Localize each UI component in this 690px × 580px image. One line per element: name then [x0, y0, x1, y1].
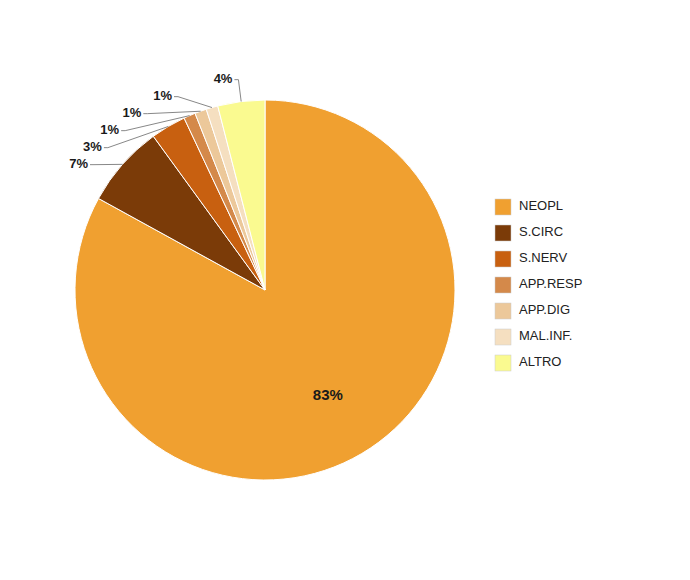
legend-item: S.CIRC	[495, 224, 563, 241]
legend: NEOPL S.CIRC S.NERV APP.RESP APP.DIG MAL.INF.…	[495, 198, 582, 371]
leader-line	[234, 80, 241, 102]
legend-label: APP.RESP	[519, 276, 582, 291]
pie	[75, 100, 455, 480]
legend-item: NEOPL	[495, 198, 563, 215]
chart: 83% 7% 3% 1% 1% 1% 4% NEOPL S.CIRC S.NERV APP.RESP…	[0, 0, 690, 580]
data-label: 83%	[313, 386, 343, 403]
legend-swatch	[495, 251, 511, 267]
leader-line	[174, 97, 212, 108]
pie-slice	[75, 100, 455, 480]
data-label: 3%	[83, 139, 102, 154]
data-label: 1%	[153, 88, 172, 103]
legend-label: NEOPL	[519, 198, 563, 213]
leader-line	[143, 111, 200, 113]
legend-label: MAL.INF.	[519, 328, 572, 343]
data-label: 1%	[100, 122, 119, 137]
data-labels: 83% 7% 3% 1% 1% 1% 4%	[69, 71, 343, 403]
pie-slice	[218, 100, 265, 290]
legend-label: S.NERV	[519, 250, 567, 265]
legend-item: ALTRO	[495, 354, 561, 371]
legend-item: MAL.INF.	[495, 328, 572, 345]
legend-swatch	[495, 303, 511, 319]
legend-swatch	[495, 199, 511, 215]
legend-item: APP.DIG	[495, 302, 570, 319]
data-label: 4%	[214, 71, 233, 86]
data-label: 7%	[69, 156, 88, 171]
legend-label: ALTRO	[519, 354, 561, 369]
legend-label: S.CIRC	[519, 224, 563, 239]
legend-swatch	[495, 329, 511, 345]
legend-swatch	[495, 225, 511, 241]
legend-label: APP.DIG	[519, 302, 570, 317]
data-label: 1%	[123, 105, 142, 120]
legend-swatch	[495, 277, 511, 293]
legend-item: S.NERV	[495, 250, 567, 267]
leader-line	[90, 164, 122, 165]
legend-item: APP.RESP	[495, 276, 582, 293]
legend-swatch	[495, 355, 511, 371]
